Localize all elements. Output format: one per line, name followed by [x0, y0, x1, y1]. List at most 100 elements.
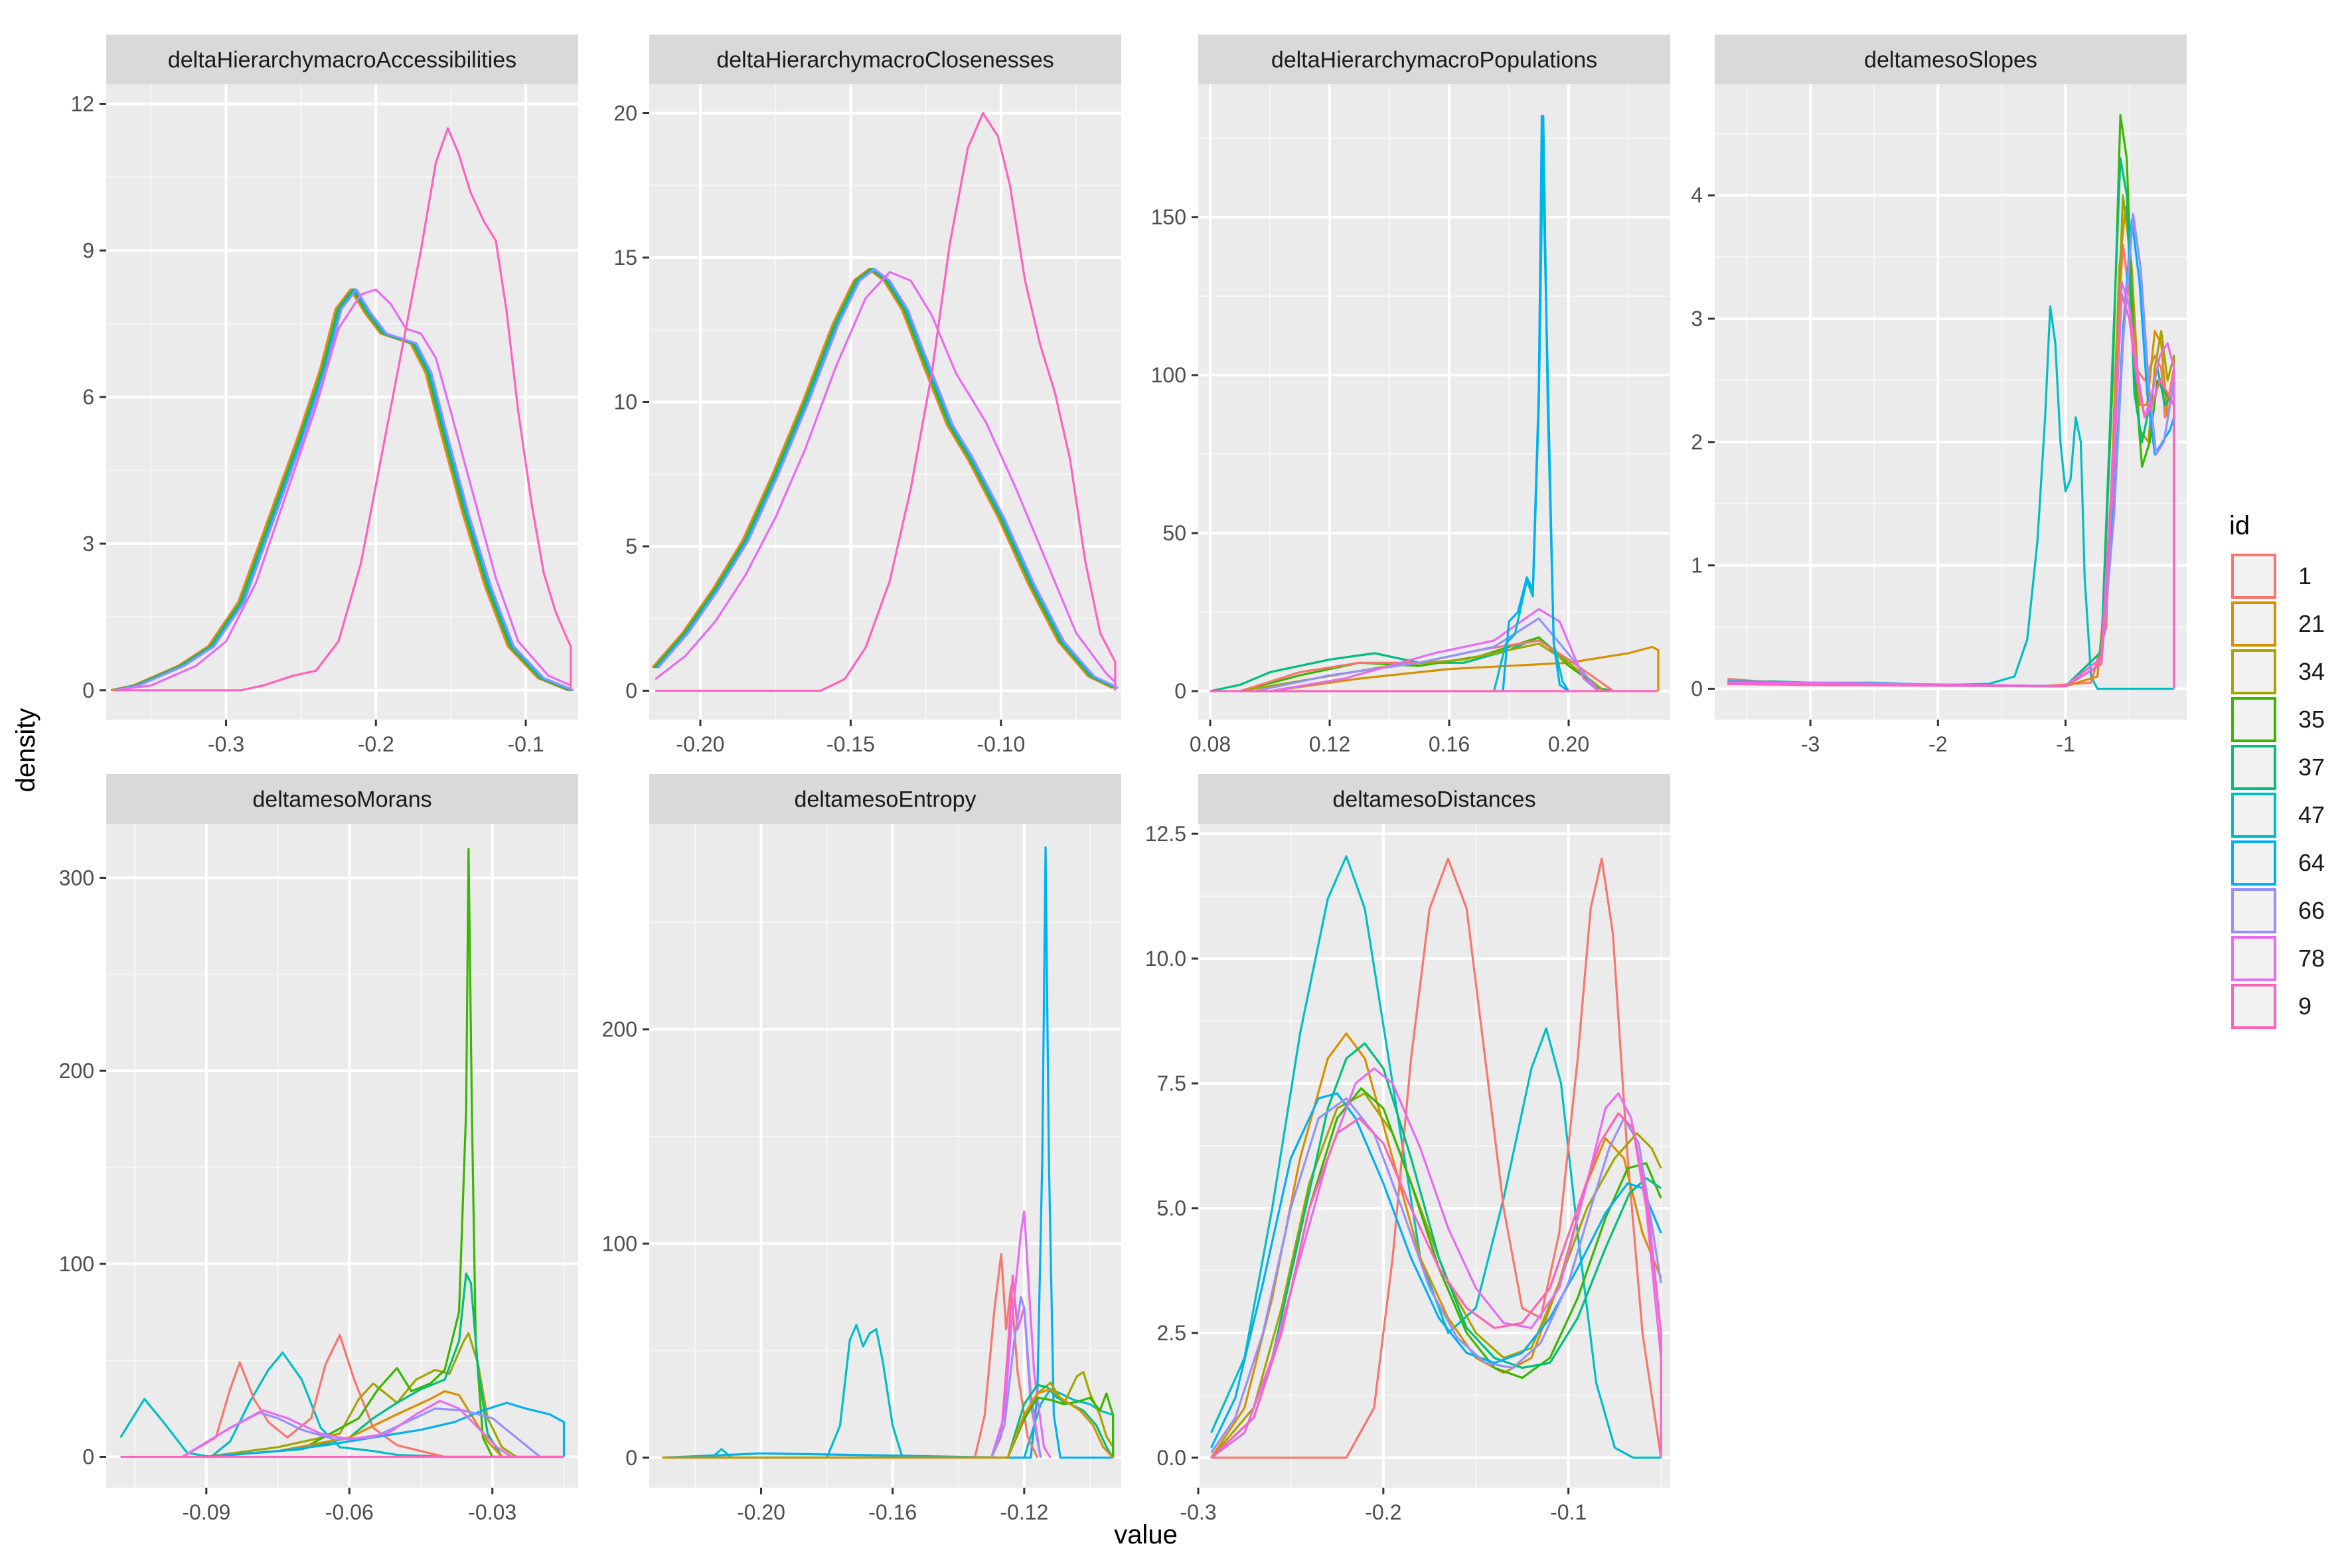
legend-key-34: [2231, 649, 2276, 694]
legend-label-64: 64: [2298, 849, 2325, 876]
legend-label-78: 78: [2298, 945, 2325, 972]
density-curve-id-66: [182, 1407, 541, 1458]
density-curve-id-1: [182, 1334, 564, 1458]
y-tick-label: 300: [59, 866, 94, 890]
legend-key-21: [2231, 601, 2276, 647]
density-curve-id-47: [119, 1351, 564, 1458]
y-tick-label: 0: [625, 1446, 637, 1470]
panel-background: [1715, 84, 2187, 720]
x-tick-label: -0.03: [468, 1500, 516, 1524]
legend-key-64: [2231, 840, 2276, 886]
x-tick-label: -0.06: [325, 1500, 374, 1524]
x-tick-label: 0.20: [1548, 732, 1589, 756]
y-tick-label: 12.5: [1145, 822, 1186, 846]
y-tick-label: 0: [1174, 679, 1186, 703]
panel-title: deltamesoDistances: [1332, 787, 1535, 813]
y-tick-label: 7.5: [1157, 1071, 1186, 1095]
legend-key-37: [2231, 745, 2276, 790]
x-tick-label: -0.2: [1365, 1500, 1401, 1524]
y-tick-label: 10.0: [1145, 947, 1186, 971]
y-tick-label: 150: [1151, 205, 1186, 229]
y-tick-label: 10: [613, 390, 637, 414]
legend-key-1: [2231, 554, 2276, 599]
y-tick-label: 6: [82, 385, 94, 409]
density-curve-id-21: [1269, 645, 1660, 692]
legend-key-66: [2231, 888, 2276, 933]
density-curve-id-34: [206, 1332, 517, 1458]
density-curve-id-64: [206, 1401, 566, 1458]
legend-label-21: 21: [2298, 610, 2325, 637]
y-tick-label: 0: [82, 1445, 94, 1468]
density-curve-id-66: [1255, 617, 1600, 692]
density-curves: [119, 848, 566, 1458]
panels: deltaHierarchymacroAccessibilities -0.3 -0…: [59, 35, 2187, 1524]
density-curve-id-66: [662, 1296, 1042, 1459]
y-tick-label: 0: [625, 679, 637, 703]
density-curve-id-78: [182, 1399, 512, 1458]
density-curve-id-64: [1210, 1092, 1662, 1449]
y-tick-label: 100: [1151, 363, 1186, 387]
strip: [649, 35, 1121, 84]
x-tick-label: -0.1: [1550, 1500, 1587, 1524]
x-axis-title: value: [1114, 1520, 1178, 1549]
x-tick-label: -0.1: [507, 732, 544, 756]
x-tick-label: -0.20: [737, 1500, 785, 1524]
density-curves: [651, 112, 1119, 692]
y-tick-label: 5: [625, 534, 637, 558]
x-tick-label: 0.16: [1429, 732, 1470, 756]
panel-title: deltamesoSlopes: [1864, 48, 2037, 73]
y-tick-label: 100: [59, 1252, 94, 1276]
y-tick-label: 5.0: [1157, 1196, 1186, 1220]
x-tick-label: 0.08: [1190, 732, 1231, 756]
y-tick-label: 9: [82, 238, 94, 262]
density-curves: [1210, 855, 1662, 1459]
density-curve-id-9: [655, 112, 1117, 692]
legend-label-34: 34: [2298, 658, 2325, 685]
density-curve-id-66: [657, 268, 1119, 689]
panel-background: [1198, 84, 1670, 720]
y-axis-title: density: [11, 708, 40, 793]
density-curve-id-9: [1727, 293, 2175, 689]
legend-label-37: 37: [2298, 753, 2325, 781]
y-tick-label: 20: [613, 102, 637, 125]
density-curve-id-78: [655, 271, 1117, 683]
y-tick-label: 3: [82, 532, 94, 556]
legend-key-47: [2231, 793, 2276, 838]
y-tick-label: 0: [82, 678, 94, 702]
panel-title: deltaHierarchymacroPopulations: [1271, 48, 1597, 73]
x-tick-label: -2: [1928, 732, 1947, 756]
strip: [106, 774, 578, 824]
strip: [106, 35, 578, 84]
y-tick-label: 2.5: [1157, 1321, 1186, 1345]
legend-key-9: [2231, 984, 2276, 1029]
y-tick-label: 15: [613, 246, 637, 270]
x-tick-label: 0.12: [1309, 732, 1350, 756]
legend-label-9: 9: [2298, 992, 2312, 1020]
y-tick-label: 0.0: [1157, 1446, 1186, 1470]
y-tick-label: 12: [70, 92, 94, 116]
density-curves: [1210, 115, 1660, 692]
legend-label-66: 66: [2298, 897, 2325, 924]
x-tick-label: -1: [2056, 732, 2075, 756]
panel-2: deltaHierarchymacroClosenesses -0.20 -0.15…: [613, 35, 1121, 756]
x-tick-label: -0.2: [358, 732, 394, 756]
legend-label-35: 35: [2298, 706, 2325, 733]
density-curve-id-9: [1210, 1112, 1662, 1459]
density-curve-id-64: [1240, 115, 1569, 692]
x-tick-label: -0.3: [208, 732, 244, 756]
panel-3: deltaHierarchymacroPopulations 0.08 0.12 0.…: [1151, 35, 1670, 756]
y-tick-label: 200: [59, 1059, 94, 1083]
x-tick-label: -0.15: [826, 732, 875, 756]
density-curves: [662, 846, 1115, 1459]
density-curve-id-9: [114, 127, 572, 692]
density-curve-id-78: [114, 288, 572, 692]
y-tick-label: 2: [1691, 430, 1703, 454]
panel-background: [649, 824, 1121, 1488]
panel-background: [106, 824, 578, 1488]
panel-1: deltaHierarchymacroAccessibilities -0.3 -0…: [70, 35, 578, 756]
density-curve-id-66: [1210, 1097, 1662, 1454]
y-tick-label: 1: [1691, 554, 1703, 578]
panel-6: deltamesoEntropy -0.20 -0.16 -0.12 0 100 200: [602, 774, 1121, 1524]
x-tick-label: -0.09: [182, 1500, 230, 1524]
